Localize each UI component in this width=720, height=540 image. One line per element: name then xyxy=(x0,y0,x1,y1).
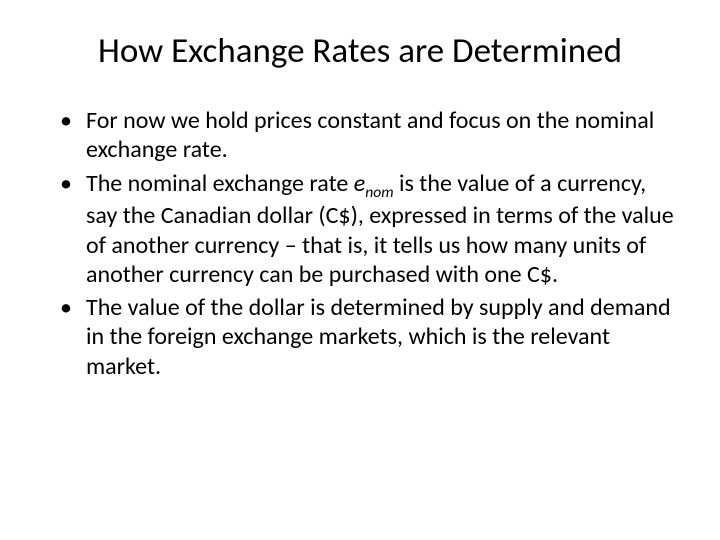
bullet-text-prefix: The nominal exchange rate xyxy=(86,169,354,198)
subscript-nom: nom xyxy=(365,183,393,202)
bullet-item: The nominal exchange rate enom is the va… xyxy=(60,169,678,290)
slide-title: How Exchange Rates are Determined xyxy=(42,30,678,72)
variable-e: e xyxy=(354,169,365,198)
bullet-text: The value of the dollar is determined by… xyxy=(86,293,671,381)
bullet-list: For now we hold prices constant and focu… xyxy=(60,106,678,381)
bullet-item: The value of the dollar is determined by… xyxy=(60,293,678,381)
slide: How Exchange Rates are Determined For no… xyxy=(0,0,720,540)
bullet-item: For now we hold prices constant and focu… xyxy=(60,106,678,165)
bullet-text: For now we hold prices constant and focu… xyxy=(86,106,654,164)
